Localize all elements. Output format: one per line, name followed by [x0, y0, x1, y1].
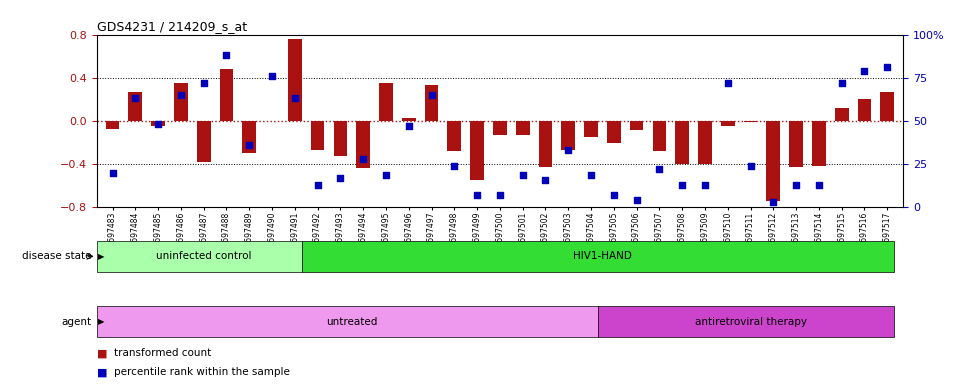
Bar	[539, 121, 553, 167]
Text: percentile rank within the sample: percentile rank within the sample	[114, 367, 290, 377]
Point	[379, 172, 394, 178]
Bar	[152, 121, 165, 126]
Bar	[97, 306, 598, 337]
Bar	[197, 121, 211, 162]
Bar	[812, 121, 826, 166]
Point	[196, 80, 212, 86]
Point	[265, 73, 280, 79]
Text: uninfected control: uninfected control	[156, 251, 251, 262]
Text: transformed count: transformed count	[114, 348, 212, 358]
Bar	[598, 306, 895, 337]
Point	[560, 147, 576, 154]
Bar	[516, 121, 529, 135]
Bar	[653, 121, 667, 151]
Text: HIV1-HAND: HIV1-HAND	[573, 251, 632, 262]
Point	[606, 192, 621, 199]
Point	[424, 92, 440, 98]
Point	[242, 142, 257, 148]
Bar	[356, 121, 370, 169]
Text: antiretroviral therapy: antiretroviral therapy	[695, 316, 807, 327]
Bar	[470, 121, 484, 180]
Bar	[333, 121, 347, 156]
Point	[469, 192, 485, 199]
Point	[446, 163, 462, 169]
Bar	[242, 121, 256, 153]
Bar	[105, 121, 120, 129]
Bar	[607, 121, 621, 142]
Point	[674, 182, 690, 188]
Point	[173, 92, 188, 98]
Text: agent: agent	[62, 316, 92, 327]
Bar	[493, 121, 507, 135]
Point	[629, 197, 644, 204]
Text: GDS4231 / 214209_s_at: GDS4231 / 214209_s_at	[97, 20, 246, 33]
Text: ■: ■	[97, 367, 107, 377]
Bar	[675, 121, 689, 164]
Bar	[766, 121, 781, 201]
Bar	[97, 241, 301, 272]
Point	[652, 166, 668, 172]
Point	[332, 175, 348, 181]
Point	[151, 121, 166, 127]
Bar	[744, 121, 757, 122]
Point	[287, 96, 302, 102]
Point	[811, 182, 827, 188]
Bar	[128, 92, 142, 121]
Point	[310, 182, 326, 188]
Point	[492, 192, 508, 199]
Point	[834, 80, 849, 86]
Bar	[835, 108, 848, 121]
Bar	[584, 121, 598, 137]
Bar	[174, 83, 187, 121]
Text: ▶: ▶	[98, 252, 104, 261]
Text: disease state: disease state	[22, 251, 92, 262]
Bar	[311, 121, 325, 150]
Point	[857, 68, 872, 74]
Text: untreated: untreated	[327, 316, 378, 327]
Point	[538, 177, 554, 183]
Bar	[219, 69, 234, 121]
Bar	[698, 121, 712, 164]
Point	[720, 80, 735, 86]
Bar	[561, 121, 575, 150]
Bar	[880, 92, 895, 121]
Point	[218, 52, 234, 58]
Bar	[402, 118, 415, 121]
Bar	[789, 121, 803, 167]
Point	[355, 156, 371, 162]
Bar	[288, 39, 301, 121]
Point	[743, 163, 758, 169]
Bar	[447, 121, 461, 151]
Point	[583, 172, 599, 178]
Bar	[858, 99, 871, 121]
Point	[879, 65, 895, 71]
Point	[697, 182, 713, 188]
Bar	[630, 121, 643, 130]
Bar	[301, 241, 895, 272]
Point	[766, 199, 781, 205]
Point	[105, 170, 121, 176]
Bar	[721, 121, 734, 126]
Point	[515, 172, 530, 178]
Text: ■: ■	[97, 348, 107, 358]
Text: ▶: ▶	[98, 317, 104, 326]
Bar	[425, 85, 439, 121]
Point	[401, 123, 416, 129]
Point	[788, 182, 804, 188]
Bar	[379, 83, 393, 121]
Point	[128, 96, 143, 102]
